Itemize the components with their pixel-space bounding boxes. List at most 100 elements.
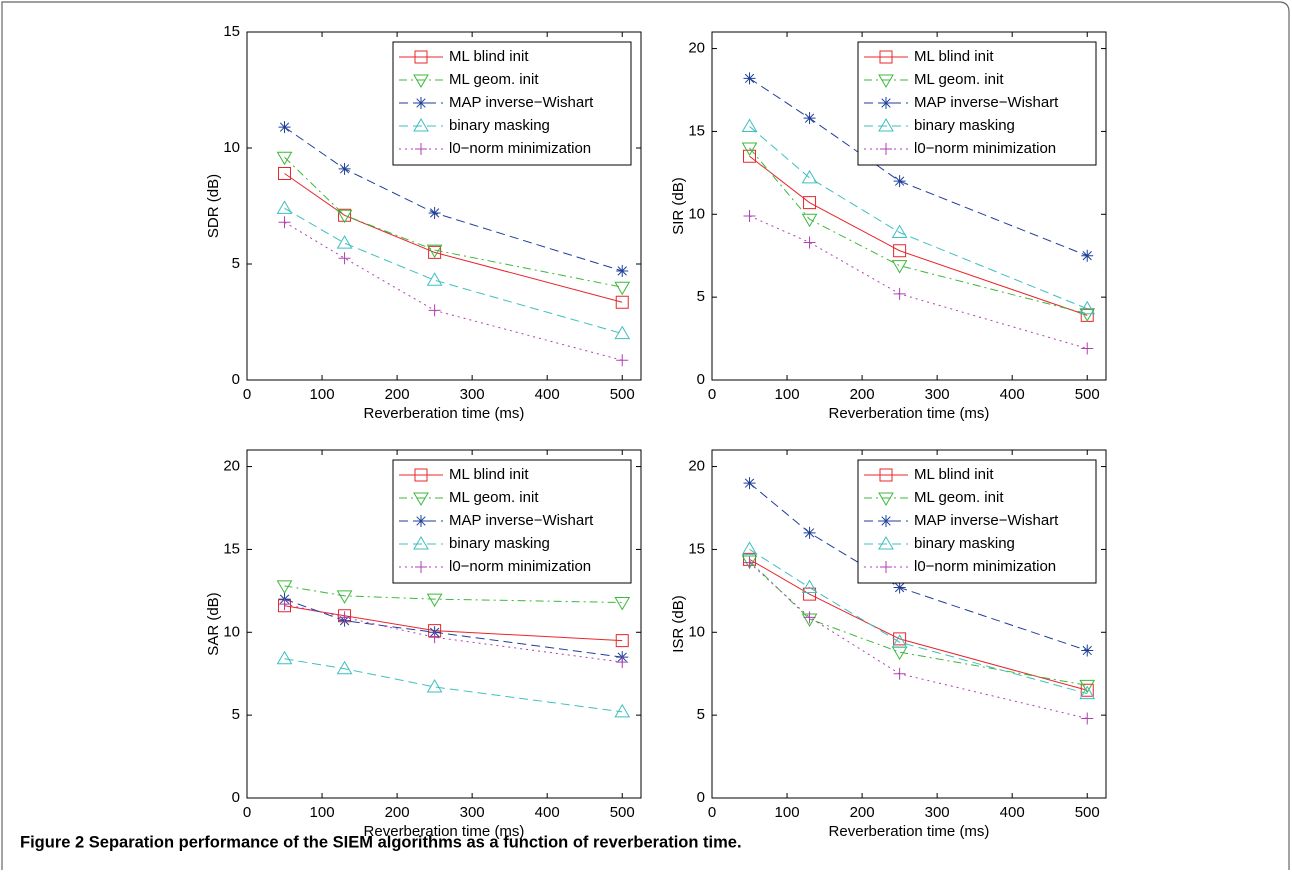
- legend: [857, 459, 1097, 584]
- series-line: [749, 558, 1088, 691]
- y-tick-label: 5: [232, 255, 240, 272]
- marker: [891, 260, 908, 274]
- marker: [741, 118, 758, 132]
- series-line: [284, 173, 623, 303]
- legend-label: l0−norm minimization: [914, 558, 1056, 575]
- x-tick-label: 300: [460, 804, 485, 821]
- y-tick-label: 5: [232, 706, 240, 723]
- marker: [891, 224, 908, 239]
- y-tick-label: 0: [232, 371, 240, 388]
- x-axis-label: Reverberation time (ms): [829, 823, 990, 840]
- x-tick-label: 100: [310, 386, 335, 403]
- marker: [616, 656, 629, 669]
- x-axis-label: Reverberation time (ms): [829, 405, 990, 422]
- marker: [893, 581, 906, 594]
- x-tick-label: 200: [385, 804, 410, 821]
- legend-label: ML geom. init: [914, 489, 1004, 506]
- y-tick-label: 20: [688, 458, 705, 475]
- legend-marker: [414, 50, 428, 64]
- legend-marker: [414, 468, 428, 482]
- x-tick-label: 500: [610, 386, 635, 403]
- legend-label: binary masking: [914, 117, 1015, 134]
- y-axis-label: SDR (dB): [205, 174, 222, 238]
- legend-label: MAP inverse−Wishart: [914, 512, 1059, 529]
- marker: [615, 634, 629, 648]
- series-line: [284, 658, 623, 713]
- marker: [426, 244, 443, 259]
- series-line: [749, 549, 1088, 695]
- legend-marker: [878, 74, 894, 88]
- marker: [336, 660, 353, 675]
- marker: [743, 556, 756, 569]
- marker: [614, 596, 631, 611]
- marker: [426, 593, 443, 608]
- x-tick-label: 100: [310, 804, 335, 821]
- legend-marker: [413, 536, 429, 550]
- x-tick-label: 500: [610, 804, 635, 821]
- marker: [276, 580, 293, 594]
- legend-label: ML geom. init: [449, 489, 539, 506]
- legend-label: l0−norm minimization: [449, 140, 591, 157]
- x-tick-label: 200: [850, 804, 875, 821]
- marker: [428, 631, 441, 644]
- legend-label: l0−norm minimization: [914, 140, 1056, 157]
- legend-marker: [415, 143, 427, 155]
- marker: [1080, 308, 1094, 322]
- y-tick-label: 0: [697, 789, 705, 806]
- marker: [1079, 685, 1096, 700]
- marker: [743, 209, 756, 222]
- series-line: [284, 585, 623, 603]
- y-tick-label: 20: [688, 40, 705, 57]
- y-tick-label: 15: [688, 540, 705, 557]
- frame: [1, 1, 1290, 870]
- marker: [1081, 342, 1094, 355]
- series-line: [284, 603, 623, 663]
- marker: [428, 206, 441, 219]
- series-line: [749, 560, 1088, 686]
- series-line: [284, 221, 623, 361]
- marker: [614, 703, 631, 718]
- y-axis-label: SAR (dB): [205, 592, 222, 655]
- marker: [893, 244, 907, 258]
- y-tick-label: 20: [223, 458, 240, 475]
- marker: [803, 587, 817, 601]
- marker: [278, 167, 292, 181]
- legend: [392, 459, 632, 584]
- marker: [338, 208, 352, 222]
- x-tick-label: 300: [925, 386, 950, 403]
- y-tick-label: 0: [697, 371, 705, 388]
- x-tick-label: 0: [243, 804, 251, 821]
- marker: [1081, 644, 1094, 657]
- x-tick-label: 500: [1075, 804, 1100, 821]
- legend-label: MAP inverse−Wishart: [449, 94, 594, 111]
- legend-label: binary masking: [449, 535, 550, 552]
- marker: [276, 650, 293, 665]
- legend-marker: [878, 118, 894, 132]
- marker: [801, 579, 818, 594]
- x-tick-label: 300: [925, 804, 950, 821]
- legend-marker: [880, 561, 892, 573]
- legend-marker: [880, 515, 892, 527]
- marker: [741, 541, 758, 555]
- legend-marker: [878, 492, 894, 506]
- marker: [426, 272, 443, 286]
- marker: [743, 477, 756, 490]
- legend-label: ML geom. init: [449, 71, 539, 88]
- x-tick-label: 400: [535, 386, 560, 403]
- y-tick-label: 10: [688, 623, 705, 640]
- marker: [336, 235, 353, 249]
- legend-label: ML blind init: [449, 48, 529, 65]
- marker: [803, 236, 816, 249]
- x-tick-label: 400: [1000, 804, 1025, 821]
- y-tick-label: 10: [223, 623, 240, 640]
- marker: [615, 295, 629, 309]
- marker: [1079, 300, 1096, 315]
- x-tick-label: 400: [535, 804, 560, 821]
- legend-marker: [880, 97, 892, 109]
- marker: [338, 162, 351, 175]
- marker: [614, 325, 631, 340]
- marker: [616, 264, 629, 277]
- legend-marker: [413, 74, 429, 88]
- legend-marker: [413, 118, 429, 132]
